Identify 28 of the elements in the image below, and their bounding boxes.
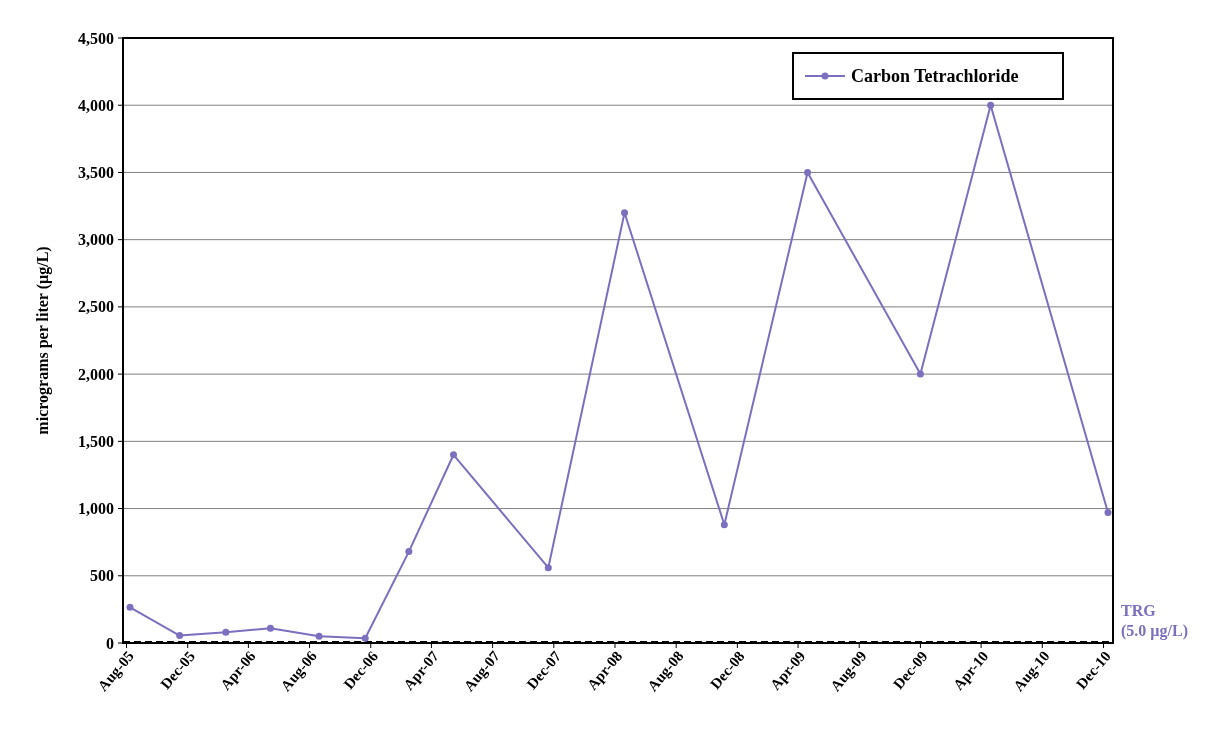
point (544, 564, 552, 572)
point (315, 632, 323, 640)
y-tick-label: 2,000 (78, 365, 114, 383)
y-tick-label: 3,000 (78, 231, 114, 249)
y-tick-label: 2,500 (78, 298, 114, 316)
legend-label: Carbon Tetrachloride (851, 66, 1019, 87)
y-tick-label: 500 (90, 567, 114, 585)
point (222, 628, 230, 636)
point (450, 451, 457, 459)
y-tick-label: 4,000 (78, 96, 114, 114)
point (1104, 509, 1112, 517)
point (361, 634, 369, 642)
point (621, 209, 629, 217)
ref-line-label: TRG (5.0 µg/L) (1121, 602, 1188, 640)
point (176, 632, 184, 640)
y-tick-label: 4,500 (78, 29, 114, 47)
y-axis-title: micrograms per liter (µg/L) (34, 246, 52, 435)
y-tick-label: 1,000 (78, 500, 114, 518)
point (987, 101, 995, 109)
y-tick-label: 1,500 (78, 432, 114, 450)
point (804, 168, 812, 176)
y-tick-label: 3,500 (78, 164, 114, 182)
point (266, 624, 274, 632)
point (405, 548, 413, 556)
point (720, 521, 728, 529)
point (916, 370, 924, 378)
point (126, 603, 134, 611)
y-tick-label: 0 (106, 634, 114, 652)
